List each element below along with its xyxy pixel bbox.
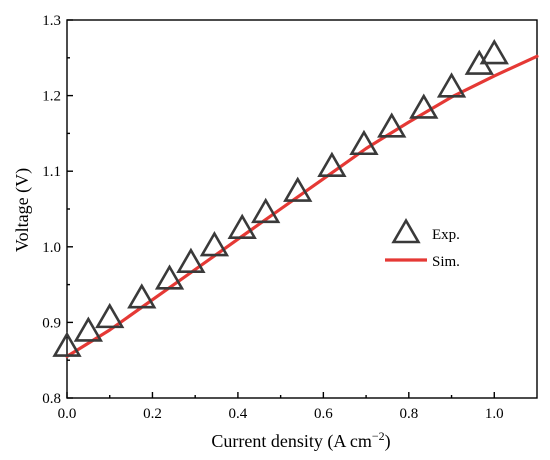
x-tick-label: 1.0 xyxy=(485,406,504,422)
y-axis-title: Voltage (V) xyxy=(12,168,33,252)
y-tick-label: 1.3 xyxy=(42,13,61,29)
legend-exp-label: Exp. xyxy=(432,227,460,243)
data-point-exp xyxy=(479,39,509,65)
data-point-exp xyxy=(317,151,347,177)
x-tick-label: 0.8 xyxy=(399,406,418,422)
data-point-exp xyxy=(154,264,185,290)
data-point-exp xyxy=(283,176,313,202)
data-point-exp xyxy=(436,72,467,98)
x-axis-title-superscript: −2 xyxy=(372,429,385,443)
x-axis-title-close: ) xyxy=(385,431,391,452)
data-point-exp xyxy=(73,316,104,342)
x-tick-label: 0.2 xyxy=(143,406,162,422)
x-axis-title-main: Current density (A cm xyxy=(211,431,371,452)
data-point-exp xyxy=(349,129,379,156)
data-point-exp xyxy=(199,231,230,257)
data-point-exp xyxy=(127,283,157,309)
y-tick-label: 0.9 xyxy=(42,315,61,331)
x-tick-label: 0.6 xyxy=(314,406,333,422)
series-layer xyxy=(52,39,539,358)
x-axis-title: Current density (A cm−2) xyxy=(211,429,390,452)
y-tick-label: 1.0 xyxy=(42,240,61,256)
data-point-exp xyxy=(95,302,125,329)
data-point-exp xyxy=(377,112,407,138)
legend-exp-marker xyxy=(391,218,421,244)
series-sim-line xyxy=(65,54,539,358)
y-tick-label: 0.8 xyxy=(42,391,61,407)
axes: 0.0 0.2 0.4 0.6 0.8 1.0 0.8 0.9 1.0 1.1 1.2 1.3 xyxy=(42,13,538,422)
legend-sim-label: Sim. xyxy=(432,254,460,270)
data-point-exp xyxy=(227,213,257,239)
data-point-exp xyxy=(409,93,439,119)
data-point-exp xyxy=(52,331,82,357)
legend: Exp. Sim. xyxy=(385,218,460,270)
x-tick-label: 0.4 xyxy=(229,406,248,422)
x-tick-label: 0.0 xyxy=(58,406,77,422)
data-point-exp xyxy=(251,197,281,224)
y-tick-label: 1.2 xyxy=(42,89,61,105)
data-point-exp xyxy=(176,247,206,273)
y-tick-label: 1.1 xyxy=(42,164,61,180)
plot-frame xyxy=(66,19,538,399)
